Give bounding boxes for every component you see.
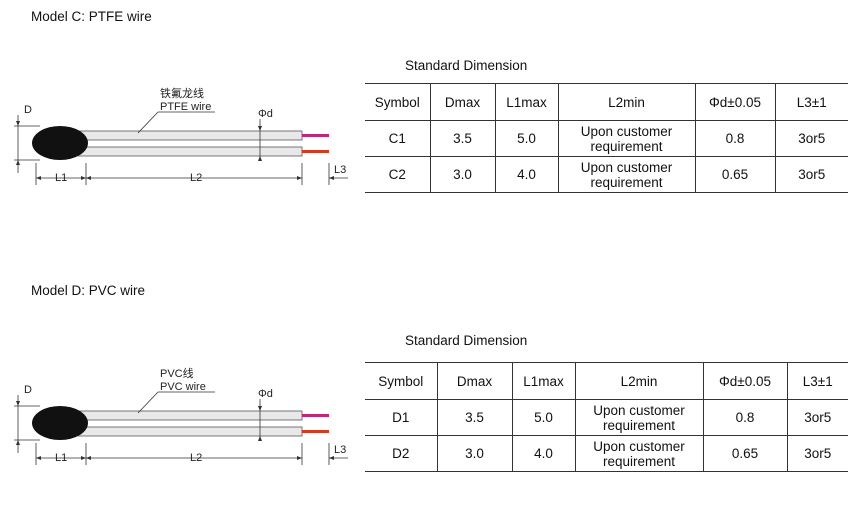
dimension-label: Φd bbox=[258, 108, 273, 120]
table-cell: 3or5 bbox=[786, 399, 848, 436]
section-title: Model D: PVC wire bbox=[31, 283, 146, 298]
table-cell: L3±1 bbox=[774, 83, 848, 121]
section-title: Model C: PTFE wire bbox=[31, 9, 152, 24]
arrow-head bbox=[16, 401, 20, 406]
table-cell: Symbol bbox=[365, 362, 437, 400]
wire-label: PTFE wire bbox=[160, 101, 211, 113]
table-cell: Dmax bbox=[436, 362, 512, 400]
table-cell: L2min bbox=[557, 83, 695, 121]
arrow-head bbox=[16, 440, 20, 445]
table-cell: D2 bbox=[365, 435, 437, 472]
arrow-head bbox=[258, 156, 262, 161]
leader-line bbox=[137, 111, 159, 134]
arrow-head bbox=[258, 406, 262, 411]
header-row: Symbol Dmax L1max L2min Φd±0.05 L3±1 bbox=[365, 362, 848, 400]
leader-line bbox=[137, 391, 159, 414]
header-row: Symbol Dmax L1max L2min Φd±0.05 L3±1 bbox=[365, 83, 848, 121]
wire bbox=[77, 410, 303, 421]
table-cell: L1max bbox=[511, 362, 575, 400]
table-cell: 4.0 bbox=[494, 156, 558, 193]
table-cell: D1 bbox=[365, 399, 437, 436]
wire-label: PVC线 bbox=[160, 366, 194, 380]
arrow-head bbox=[36, 176, 41, 180]
dimension-table: Symbol Dmax L1max L2min Φd±0.05 L3±1 C1 3.5 5.0 U… bbox=[365, 83, 848, 193]
arrow-head bbox=[258, 126, 262, 131]
wire-label: 铁氟龙线 bbox=[160, 86, 204, 100]
table-cell: 3.5 bbox=[436, 399, 512, 436]
table-cell: C1 bbox=[365, 120, 430, 157]
table-cell: 3.0 bbox=[429, 156, 495, 193]
arrow-head bbox=[36, 456, 41, 460]
dimension-table: Symbol Dmax L1max L2min Φd±0.05 L3±1 D1 3.5 5.0 U… bbox=[365, 362, 848, 472]
arrow-head bbox=[16, 160, 20, 165]
dimension-label: Φd bbox=[258, 388, 273, 400]
wire bbox=[77, 426, 303, 437]
table-cell: L1max bbox=[494, 83, 558, 121]
table-cell: L2min bbox=[574, 362, 703, 400]
arrow-head bbox=[329, 456, 334, 460]
arrow-head bbox=[81, 456, 86, 460]
dimension-label: L3 bbox=[334, 164, 346, 176]
table-cell: 3or5 bbox=[774, 156, 848, 193]
table-cell: Dmax bbox=[429, 83, 495, 121]
table-cell: Upon customer requirement bbox=[557, 120, 695, 157]
dimension-label: L1 bbox=[55, 452, 67, 464]
dimension-label: D bbox=[24, 384, 32, 396]
table-cell: 3or5 bbox=[786, 435, 848, 472]
wire-end bbox=[302, 414, 329, 417]
table-row: D1 3.5 5.0 Upon customer requirement 0.8 3or5 bbox=[365, 399, 848, 436]
wire bbox=[77, 130, 303, 141]
table-cell: Φd±0.05 bbox=[702, 362, 787, 400]
wire-end bbox=[302, 430, 329, 433]
thermistor-head bbox=[32, 126, 88, 160]
arrow-head bbox=[297, 456, 302, 460]
dimension-label: L2 bbox=[190, 172, 202, 184]
dimension-label: D bbox=[24, 104, 32, 116]
table-cell: Φd±0.05 bbox=[694, 83, 775, 121]
table-cell: 3.5 bbox=[429, 120, 495, 157]
table-cell: Upon customer requirement bbox=[557, 156, 695, 193]
table-cell: C2 bbox=[365, 156, 430, 193]
arrow-head bbox=[258, 436, 262, 441]
table-cell: 3.0 bbox=[436, 435, 512, 472]
table-caption: Standard Dimension bbox=[405, 333, 528, 348]
wire-label: PVC wire bbox=[160, 381, 206, 393]
arrow-head bbox=[16, 121, 20, 126]
thermistor-head bbox=[32, 406, 88, 440]
table-row: D2 3.0 4.0 Upon customer requirement 0.65 3or… bbox=[365, 435, 848, 472]
arrow-head bbox=[297, 176, 302, 180]
table-caption: Standard Dimension bbox=[405, 58, 528, 73]
table-cell: 0.65 bbox=[694, 156, 775, 193]
table-cell: 0.8 bbox=[702, 399, 787, 436]
table-cell: 0.8 bbox=[694, 120, 775, 157]
table-cell: 5.0 bbox=[511, 399, 575, 436]
table-cell: 0.65 bbox=[702, 435, 787, 472]
dimension-label: L2 bbox=[190, 452, 202, 464]
table-cell: 4.0 bbox=[511, 435, 575, 472]
arrow-head bbox=[329, 176, 334, 180]
table-cell: L3±1 bbox=[786, 362, 848, 400]
dimension-label: L1 bbox=[55, 172, 67, 184]
arrow-head bbox=[81, 176, 86, 180]
wire-end bbox=[302, 150, 329, 153]
arrow-head bbox=[86, 176, 91, 180]
wire-end bbox=[302, 134, 329, 137]
table-cell: Upon customer requirement bbox=[574, 399, 703, 436]
arrow-head bbox=[86, 456, 91, 460]
table-cell: 5.0 bbox=[494, 120, 558, 157]
wire bbox=[77, 146, 303, 157]
table-row: C1 3.5 5.0 Upon customer requirement 0.8 3or5 bbox=[365, 120, 848, 157]
table-cell: Symbol bbox=[365, 83, 430, 121]
dimension-label: L3 bbox=[334, 444, 346, 456]
table-cell: 3or5 bbox=[774, 120, 848, 157]
table-cell: Upon customer requirement bbox=[574, 435, 703, 472]
table-row: C2 3.0 4.0 Upon customer requirement 0.65 3or… bbox=[365, 156, 848, 193]
